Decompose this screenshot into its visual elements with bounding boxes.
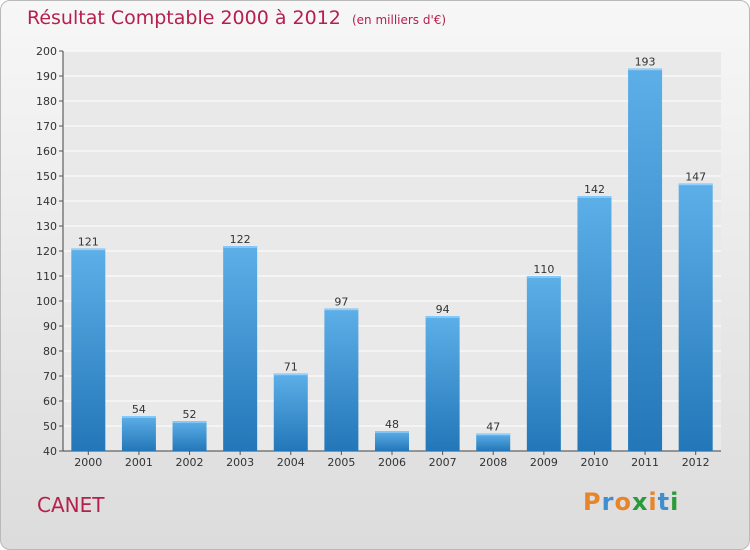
y-tick-label: 70: [43, 370, 57, 383]
logo-letter: x: [631, 488, 649, 516]
bar: [172, 421, 207, 451]
title-text: Résultat Comptable 2000 à 2012: [27, 7, 341, 29]
bar: [678, 183, 713, 451]
y-tick-label: 190: [36, 70, 57, 83]
bar: [273, 373, 308, 451]
logo-letter: i: [670, 488, 680, 516]
y-tick-label: 130: [36, 220, 57, 233]
y-tick-label: 100: [36, 295, 57, 308]
proxiti-logo: Proxiti: [583, 488, 679, 516]
x-tick-label: 2000: [74, 456, 102, 469]
logo-letter: i: [648, 488, 658, 516]
data-label: 47: [486, 421, 500, 434]
y-tick-label: 150: [36, 170, 57, 183]
y-tick-label: 40: [43, 445, 57, 458]
bar: [628, 68, 663, 451]
y-tick-label: 200: [36, 45, 57, 58]
y-tick-label: 160: [36, 145, 57, 158]
data-label: 142: [584, 183, 605, 196]
x-tick-label: 2010: [580, 456, 608, 469]
y-tick-label: 50: [43, 420, 57, 433]
logo-letter: t: [657, 488, 671, 516]
x-tick-label: 2006: [378, 456, 406, 469]
y-tick-label: 90: [43, 320, 57, 333]
bar: [121, 416, 156, 451]
y-tick-label: 80: [43, 345, 57, 358]
bar: [577, 196, 612, 451]
x-tick-label: 2009: [530, 456, 558, 469]
data-label: 52: [183, 408, 197, 421]
x-tick-label: 2011: [631, 456, 659, 469]
y-tick-label: 60: [43, 395, 57, 408]
bar: [324, 308, 359, 451]
data-label: 48: [385, 418, 399, 431]
x-tick-label: 2001: [125, 456, 153, 469]
x-tick-label: 2003: [226, 456, 254, 469]
commune-name: CANET: [37, 493, 105, 517]
x-tick-label: 2005: [327, 456, 355, 469]
x-tick-label: 2012: [682, 456, 710, 469]
x-tick-label: 2008: [479, 456, 507, 469]
data-label: 97: [334, 296, 348, 309]
y-tick-label: 140: [36, 195, 57, 208]
bar: [425, 316, 460, 451]
x-tick-label: 2004: [277, 456, 305, 469]
data-label: 110: [533, 263, 554, 276]
data-label: 54: [132, 403, 146, 416]
data-label: 94: [436, 303, 450, 316]
data-label: 71: [284, 361, 298, 374]
y-tick-label: 170: [36, 120, 57, 133]
y-tick-label: 120: [36, 245, 57, 258]
bar: [526, 276, 561, 451]
logo-letter: o: [614, 488, 632, 516]
unit-text: (en milliers d'€): [351, 13, 447, 27]
x-tick-label: 2007: [429, 456, 457, 469]
data-label: 121: [78, 236, 99, 249]
bar: [223, 246, 258, 451]
x-tick-label: 2002: [176, 456, 204, 469]
bar: [375, 431, 409, 451]
bar: [71, 248, 106, 451]
chart-title: Résultat Comptable 2000 à 2012 (en milli…: [27, 7, 446, 29]
data-label: 147: [685, 171, 706, 184]
logo-letter: r: [601, 488, 615, 516]
logo-letter: P: [583, 488, 602, 516]
y-tick-label: 110: [36, 270, 57, 283]
data-label: 193: [635, 56, 656, 69]
data-label: 122: [230, 233, 251, 246]
y-tick-label: 180: [36, 95, 57, 108]
bar: [476, 433, 511, 451]
